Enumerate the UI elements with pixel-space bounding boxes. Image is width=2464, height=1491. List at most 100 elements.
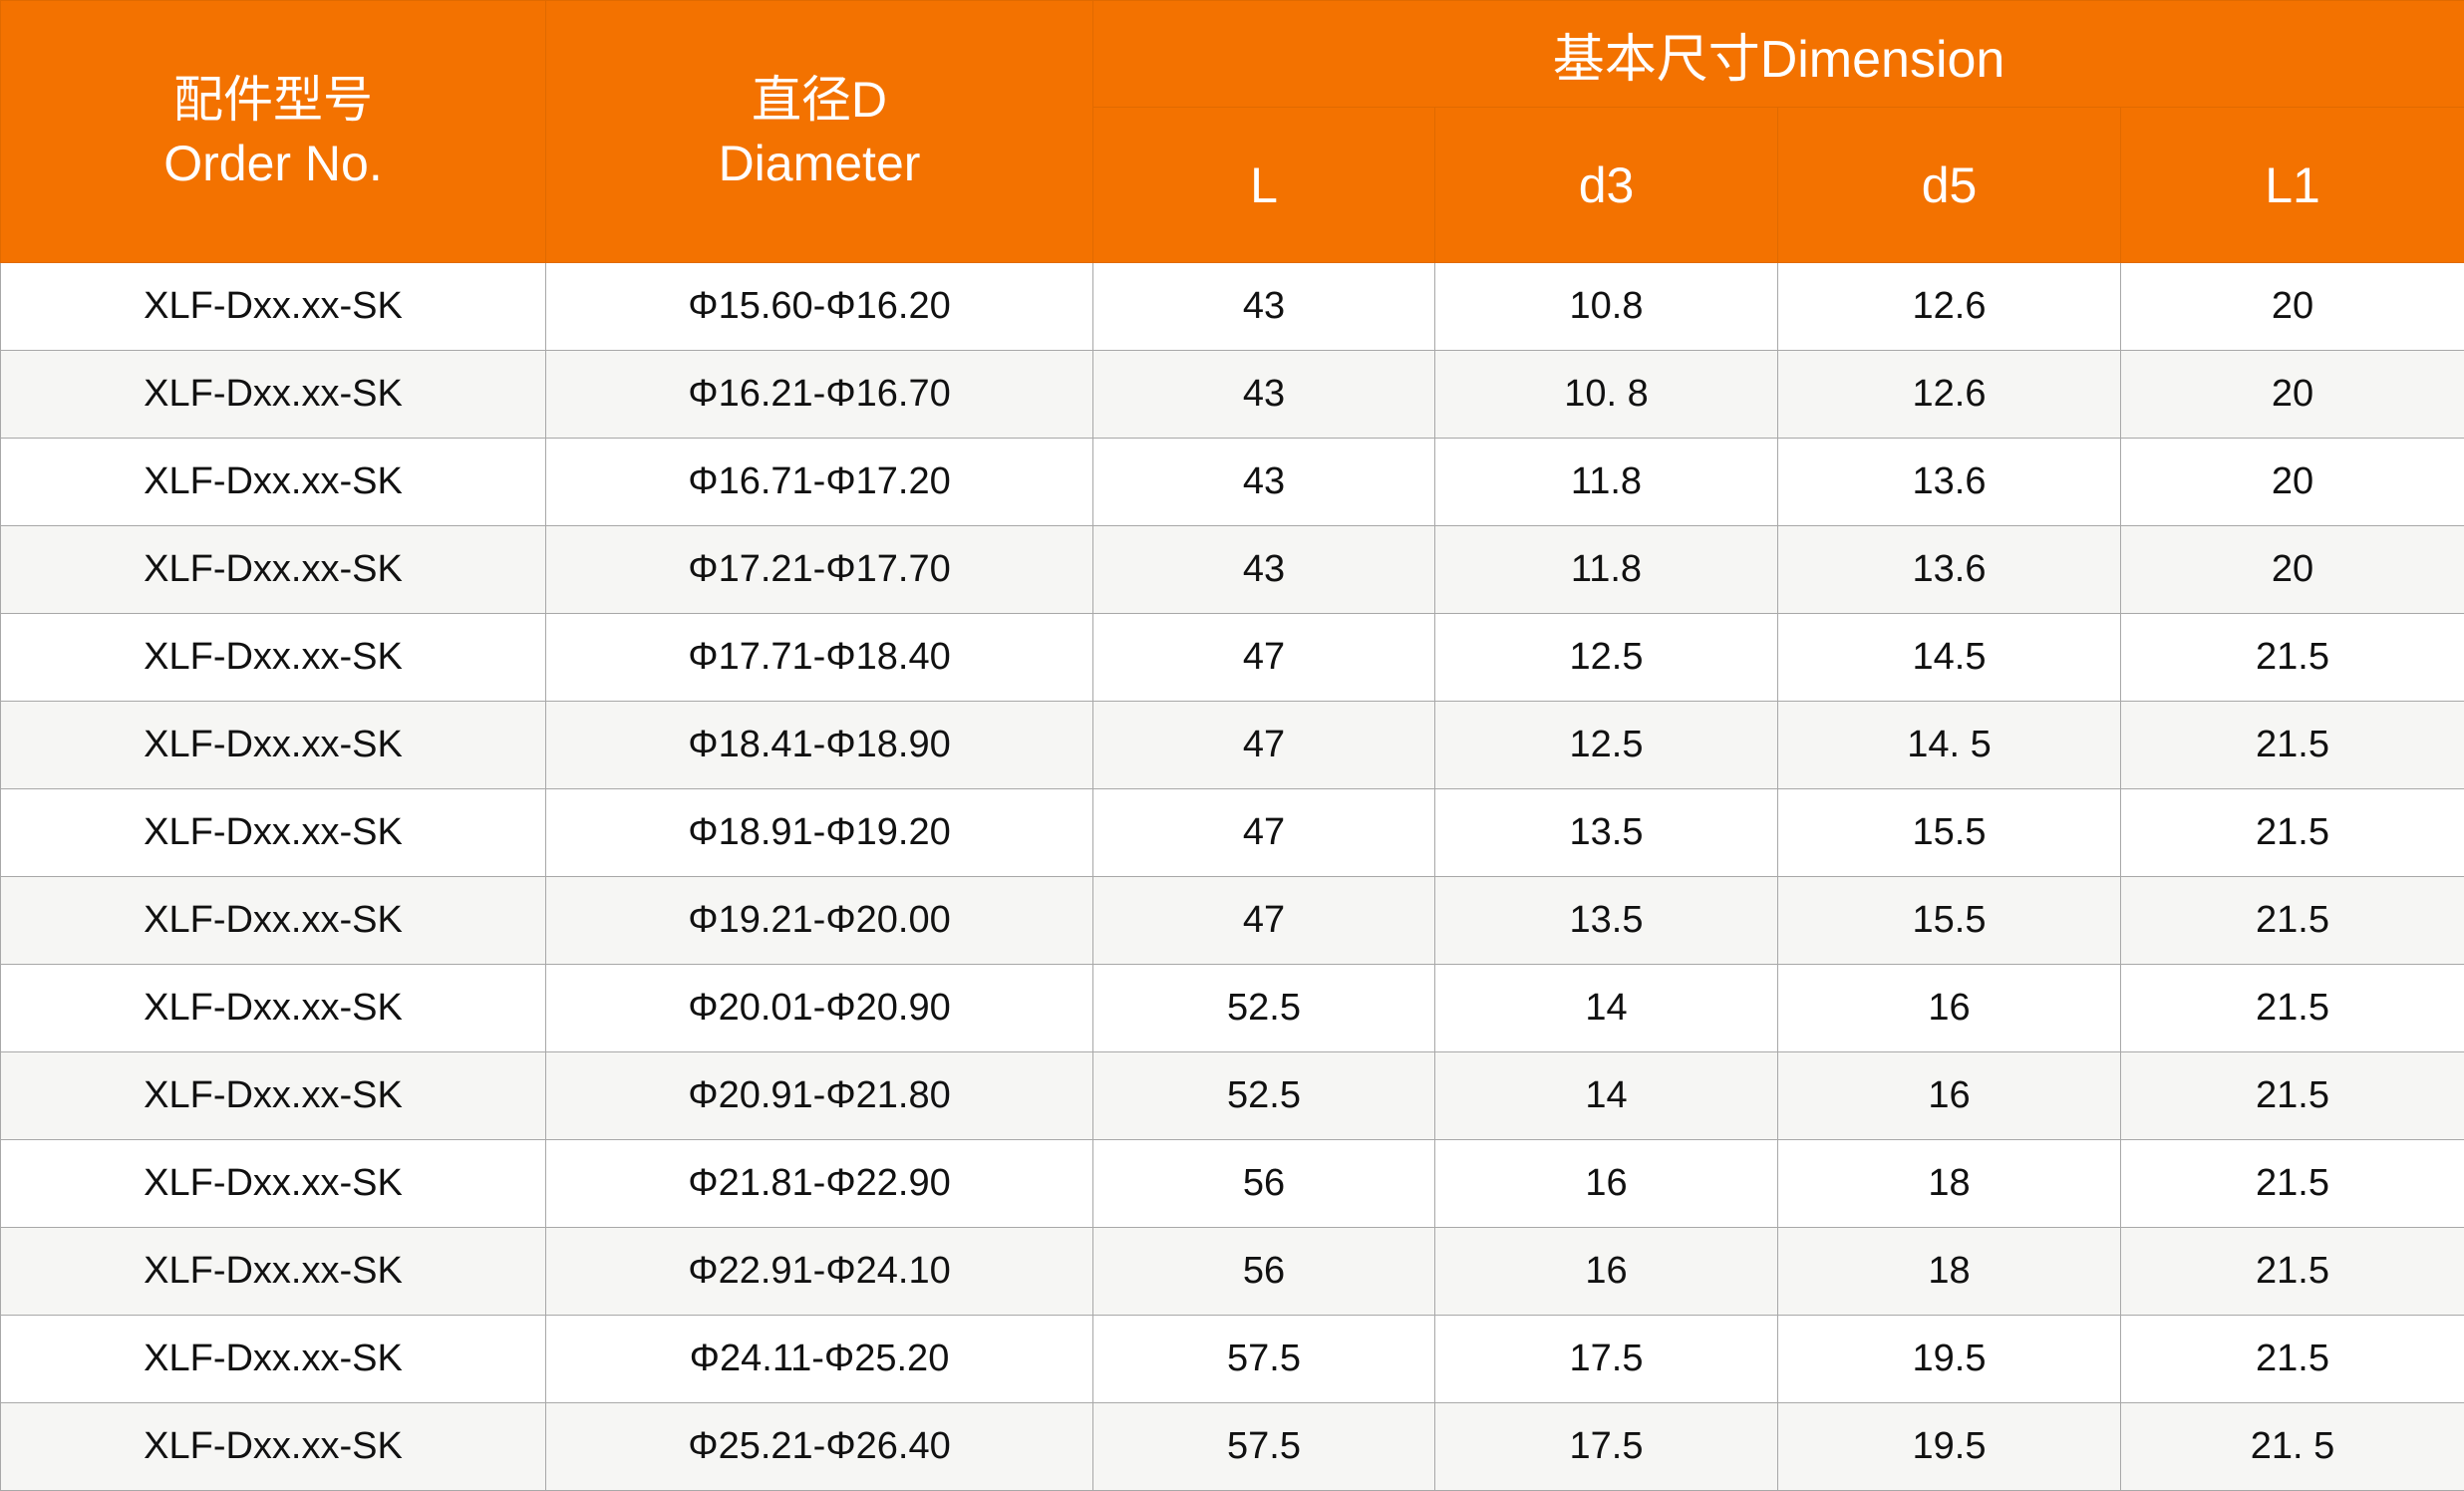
cell-L: 57.5 <box>1093 1316 1435 1403</box>
cell-d3: 12.5 <box>1435 702 1778 789</box>
cell-L1: 21.5 <box>2121 702 2464 789</box>
header-L1: L1 <box>2121 108 2464 263</box>
cell-d3: 10. 8 <box>1435 351 1778 439</box>
header-order-no: 配件型号 Order No. <box>1 1 546 263</box>
cell-L1: 21.5 <box>2121 965 2464 1052</box>
cell-diameter: Φ22.91-Φ24.10 <box>546 1228 1093 1316</box>
cell-d5: 19.5 <box>1778 1403 2121 1491</box>
cell-d5: 13.6 <box>1778 439 2121 526</box>
cell-diameter: Φ20.91-Φ21.80 <box>546 1052 1093 1140</box>
header-order-no-cn: 配件型号 <box>1 68 545 132</box>
cell-d3: 16 <box>1435 1140 1778 1228</box>
cell-L: 47 <box>1093 614 1435 702</box>
cell-d5: 18 <box>1778 1140 2121 1228</box>
cell-order-no: XLF-Dxx.xx-SK <box>1 1316 546 1403</box>
cell-d5: 14. 5 <box>1778 702 2121 789</box>
cell-d3: 10.8 <box>1435 263 1778 351</box>
cell-order-no: XLF-Dxx.xx-SK <box>1 263 546 351</box>
cell-L1: 21.5 <box>2121 1316 2464 1403</box>
header-d3: d3 <box>1435 108 1778 263</box>
cell-diameter: Φ21.81-Φ22.90 <box>546 1140 1093 1228</box>
cell-L: 43 <box>1093 526 1435 614</box>
cell-order-no: XLF-Dxx.xx-SK <box>1 351 546 439</box>
cell-order-no: XLF-Dxx.xx-SK <box>1 526 546 614</box>
cell-L: 43 <box>1093 263 1435 351</box>
header-order-no-en: Order No. <box>1 132 545 195</box>
cell-d3: 11.8 <box>1435 526 1778 614</box>
cell-d3: 14 <box>1435 1052 1778 1140</box>
cell-L1: 20 <box>2121 351 2464 439</box>
cell-diameter: Φ19.21-Φ20.00 <box>546 877 1093 965</box>
header-diameter-cn: 直径D <box>546 68 1092 132</box>
header-dimension: 基本尺寸Dimension <box>1093 1 2464 108</box>
cell-L1: 21. 5 <box>2121 1403 2464 1491</box>
cell-L: 52.5 <box>1093 1052 1435 1140</box>
cell-L1: 21.5 <box>2121 1228 2464 1316</box>
cell-diameter: Φ25.21-Φ26.40 <box>546 1403 1093 1491</box>
cell-L: 43 <box>1093 439 1435 526</box>
cell-L1: 21.5 <box>2121 1052 2464 1140</box>
cell-diameter: Φ17.21-Φ17.70 <box>546 526 1093 614</box>
header-d5: d5 <box>1778 108 2121 263</box>
cell-order-no: XLF-Dxx.xx-SK <box>1 965 546 1052</box>
cell-L1: 21.5 <box>2121 789 2464 877</box>
cell-L1: 21.5 <box>2121 1140 2464 1228</box>
cell-order-no: XLF-Dxx.xx-SK <box>1 614 546 702</box>
cell-L1: 21.5 <box>2121 877 2464 965</box>
cell-order-no: XLF-Dxx.xx-SK <box>1 1140 546 1228</box>
cell-order-no: XLF-Dxx.xx-SK <box>1 1052 546 1140</box>
cell-d3: 12.5 <box>1435 614 1778 702</box>
cell-L: 47 <box>1093 789 1435 877</box>
cell-diameter: Φ16.21-Φ16.70 <box>546 351 1093 439</box>
cell-L1: 20 <box>2121 263 2464 351</box>
cell-L: 57.5 <box>1093 1403 1435 1491</box>
cell-diameter: Φ18.41-Φ18.90 <box>546 702 1093 789</box>
cell-d5: 13.6 <box>1778 526 2121 614</box>
cell-diameter: Φ24.11-Φ25.20 <box>546 1316 1093 1403</box>
cell-d3: 17.5 <box>1435 1403 1778 1491</box>
cell-d5: 18 <box>1778 1228 2121 1316</box>
cell-L: 56 <box>1093 1228 1435 1316</box>
cell-d3: 17.5 <box>1435 1316 1778 1403</box>
cell-diameter: Φ20.01-Φ20.90 <box>546 965 1093 1052</box>
header-diameter-en: Diameter <box>546 132 1092 195</box>
cell-d3: 13.5 <box>1435 877 1778 965</box>
cell-d3: 11.8 <box>1435 439 1778 526</box>
header-L: L <box>1093 108 1435 263</box>
cell-d3: 14 <box>1435 965 1778 1052</box>
cell-L: 47 <box>1093 702 1435 789</box>
cell-d3: 16 <box>1435 1228 1778 1316</box>
cell-d5: 16 <box>1778 1052 2121 1140</box>
cell-d5: 12.6 <box>1778 351 2121 439</box>
cell-L: 52.5 <box>1093 965 1435 1052</box>
cell-L: 47 <box>1093 877 1435 965</box>
cell-d5: 14.5 <box>1778 614 2121 702</box>
cell-d5: 12.6 <box>1778 263 2121 351</box>
cell-d3: 13.5 <box>1435 789 1778 877</box>
cell-order-no: XLF-Dxx.xx-SK <box>1 1228 546 1316</box>
cell-d5: 19.5 <box>1778 1316 2121 1403</box>
cell-diameter: Φ15.60-Φ16.20 <box>546 263 1093 351</box>
cell-order-no: XLF-Dxx.xx-SK <box>1 789 546 877</box>
cell-diameter: Φ17.71-Φ18.40 <box>546 614 1093 702</box>
cell-d5: 16 <box>1778 965 2121 1052</box>
cell-L: 56 <box>1093 1140 1435 1228</box>
cell-order-no: XLF-Dxx.xx-SK <box>1 702 546 789</box>
cell-d5: 15.5 <box>1778 789 2121 877</box>
cell-diameter: Φ16.71-Φ17.20 <box>546 439 1093 526</box>
